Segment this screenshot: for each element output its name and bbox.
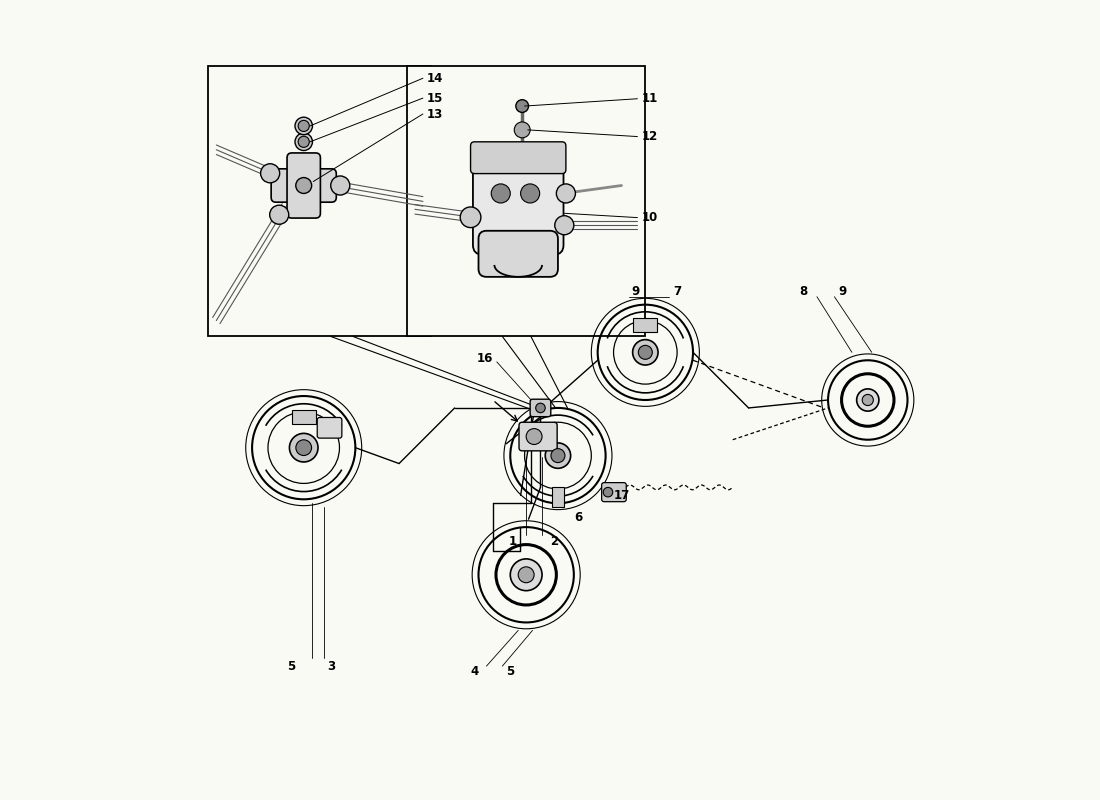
Circle shape xyxy=(551,449,565,462)
Circle shape xyxy=(515,122,530,138)
FancyBboxPatch shape xyxy=(473,148,563,254)
Text: 13: 13 xyxy=(427,107,443,121)
Text: 10: 10 xyxy=(641,211,658,224)
FancyBboxPatch shape xyxy=(272,169,337,202)
Text: 2: 2 xyxy=(550,535,558,548)
FancyBboxPatch shape xyxy=(317,418,342,438)
Circle shape xyxy=(536,403,546,413)
Text: 5: 5 xyxy=(506,666,515,678)
Circle shape xyxy=(857,389,879,411)
Circle shape xyxy=(298,136,309,147)
Text: 9: 9 xyxy=(838,286,847,298)
Circle shape xyxy=(298,120,309,131)
Text: 11: 11 xyxy=(641,92,658,106)
Text: 14: 14 xyxy=(427,72,443,85)
Text: 7: 7 xyxy=(673,286,681,298)
Text: 17: 17 xyxy=(614,489,630,502)
FancyBboxPatch shape xyxy=(478,230,558,277)
Circle shape xyxy=(270,205,288,224)
Circle shape xyxy=(289,434,318,462)
Circle shape xyxy=(510,559,542,590)
Bar xyxy=(292,410,316,424)
Circle shape xyxy=(546,443,571,468)
Text: 12: 12 xyxy=(641,130,658,143)
Text: 4: 4 xyxy=(471,666,478,678)
Circle shape xyxy=(295,133,312,150)
Circle shape xyxy=(492,184,510,203)
Text: 5: 5 xyxy=(287,660,296,673)
Bar xyxy=(551,487,564,507)
Text: 15: 15 xyxy=(427,92,443,105)
Circle shape xyxy=(603,487,613,497)
Circle shape xyxy=(554,216,574,234)
Text: 6: 6 xyxy=(574,511,582,524)
Circle shape xyxy=(526,429,542,445)
Circle shape xyxy=(520,184,540,203)
Text: 3: 3 xyxy=(328,660,336,673)
Circle shape xyxy=(638,346,652,359)
Circle shape xyxy=(460,207,481,228)
Circle shape xyxy=(632,340,658,365)
Circle shape xyxy=(557,184,575,203)
Circle shape xyxy=(331,176,350,195)
FancyBboxPatch shape xyxy=(287,153,320,218)
Text: 1: 1 xyxy=(508,535,517,548)
Bar xyxy=(407,66,646,337)
Circle shape xyxy=(296,440,311,455)
Text: 16: 16 xyxy=(476,352,493,365)
FancyBboxPatch shape xyxy=(602,482,626,502)
Text: 8: 8 xyxy=(799,286,807,298)
FancyBboxPatch shape xyxy=(530,399,551,417)
Circle shape xyxy=(261,164,279,183)
Circle shape xyxy=(296,178,311,194)
Circle shape xyxy=(862,394,873,406)
FancyBboxPatch shape xyxy=(471,142,565,174)
Circle shape xyxy=(295,117,312,134)
Circle shape xyxy=(518,567,535,582)
Circle shape xyxy=(516,100,529,113)
Text: 9: 9 xyxy=(631,286,640,298)
Bar xyxy=(208,66,431,337)
Bar xyxy=(634,318,658,333)
FancyBboxPatch shape xyxy=(519,422,558,451)
